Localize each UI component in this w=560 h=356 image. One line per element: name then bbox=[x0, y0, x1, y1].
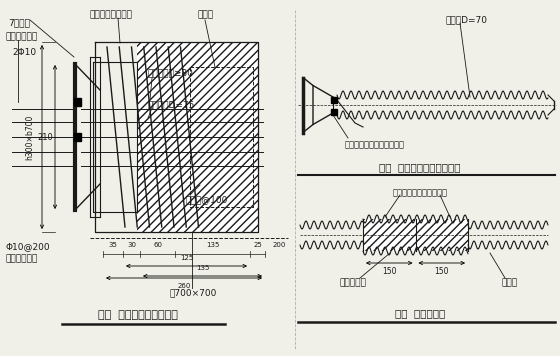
Bar bbox=[331, 109, 337, 115]
Text: 135: 135 bbox=[206, 242, 219, 248]
Text: 200: 200 bbox=[272, 242, 286, 248]
Text: Φ10@200: Φ10@200 bbox=[5, 242, 50, 251]
Text: 图二  锚垫板与波纹管的连接: 图二 锚垫板与波纹管的连接 bbox=[379, 162, 461, 172]
Text: 用浸泡过水泥浆的棉纱封堵: 用浸泡过水泥浆的棉纱封堵 bbox=[345, 140, 405, 149]
Text: 接头波纹管: 接头波纹管 bbox=[339, 278, 366, 287]
Text: 锚垫板（喇叭管）: 锚垫板（喇叭管） bbox=[90, 10, 133, 19]
Text: 波纹管: 波纹管 bbox=[502, 278, 518, 287]
Text: 封头张拉后浇: 封头张拉后浇 bbox=[5, 254, 38, 263]
Text: 图一  有粘结张拉端构造图: 图一 有粘结张拉端构造图 bbox=[98, 310, 178, 320]
Text: 波纹管D=70: 波纹管D=70 bbox=[445, 15, 487, 24]
Bar bbox=[137, 42, 258, 232]
Text: 125: 125 bbox=[180, 255, 193, 261]
Bar bbox=[331, 97, 337, 103]
Text: 25: 25 bbox=[253, 242, 262, 248]
Text: 柱主筋净距≥80: 柱主筋净距≥80 bbox=[148, 68, 194, 77]
Text: h300×b700: h300×b700 bbox=[26, 114, 35, 160]
Text: 150: 150 bbox=[382, 267, 396, 276]
Text: 135: 135 bbox=[196, 265, 209, 271]
Text: 150: 150 bbox=[435, 267, 449, 276]
Text: 60: 60 bbox=[153, 242, 162, 248]
Text: 预应力钢绞线: 预应力钢绞线 bbox=[5, 32, 38, 41]
Bar bbox=[74, 98, 81, 106]
Text: 柱箍筋@100: 柱箍筋@100 bbox=[185, 195, 227, 204]
Text: 260: 260 bbox=[178, 283, 191, 289]
Text: 螺旋筋: 螺旋筋 bbox=[198, 10, 214, 19]
Text: 图三  波纹管接头: 图三 波纹管接头 bbox=[395, 308, 445, 318]
Bar bbox=[74, 133, 81, 141]
Text: 210: 210 bbox=[38, 132, 53, 141]
Text: 30: 30 bbox=[127, 242, 136, 248]
Text: 7孔锚板: 7孔锚板 bbox=[8, 18, 30, 27]
Text: 柱700×700: 柱700×700 bbox=[170, 288, 217, 297]
Bar bbox=[363, 219, 468, 251]
Text: 密封胶带缠绕波纹管接口: 密封胶带缠绕波纹管接口 bbox=[393, 188, 447, 197]
Text: 2Φ10: 2Φ10 bbox=[12, 48, 36, 57]
Text: 35: 35 bbox=[109, 242, 118, 248]
Text: 波纹管外D=75: 波纹管外D=75 bbox=[148, 100, 195, 109]
